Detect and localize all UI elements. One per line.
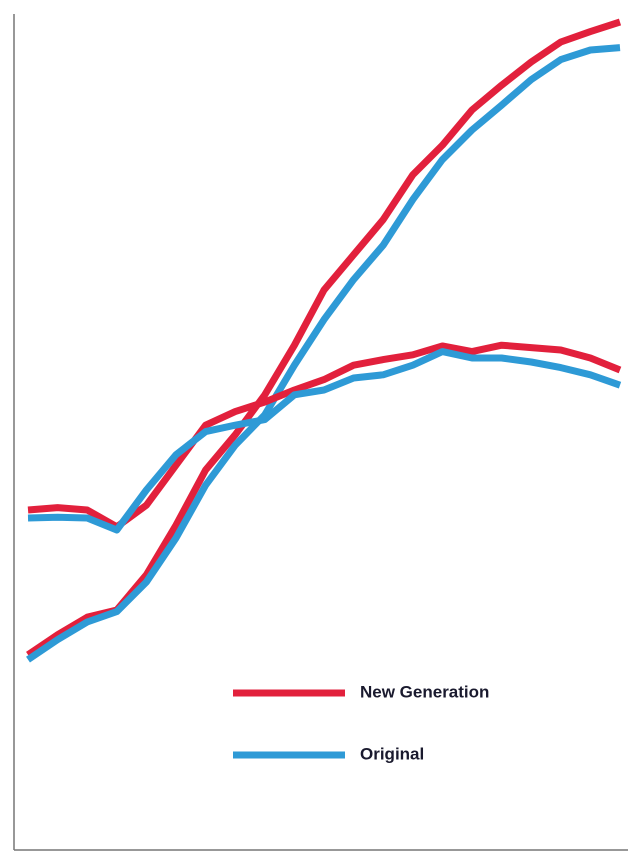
legend-label: Original [360, 744, 424, 763]
data-line [27, 348, 622, 534]
data-line [26, 44, 621, 663]
data-line [27, 341, 622, 531]
legend-label: New Generation [360, 682, 489, 701]
data-line [26, 18, 622, 658]
